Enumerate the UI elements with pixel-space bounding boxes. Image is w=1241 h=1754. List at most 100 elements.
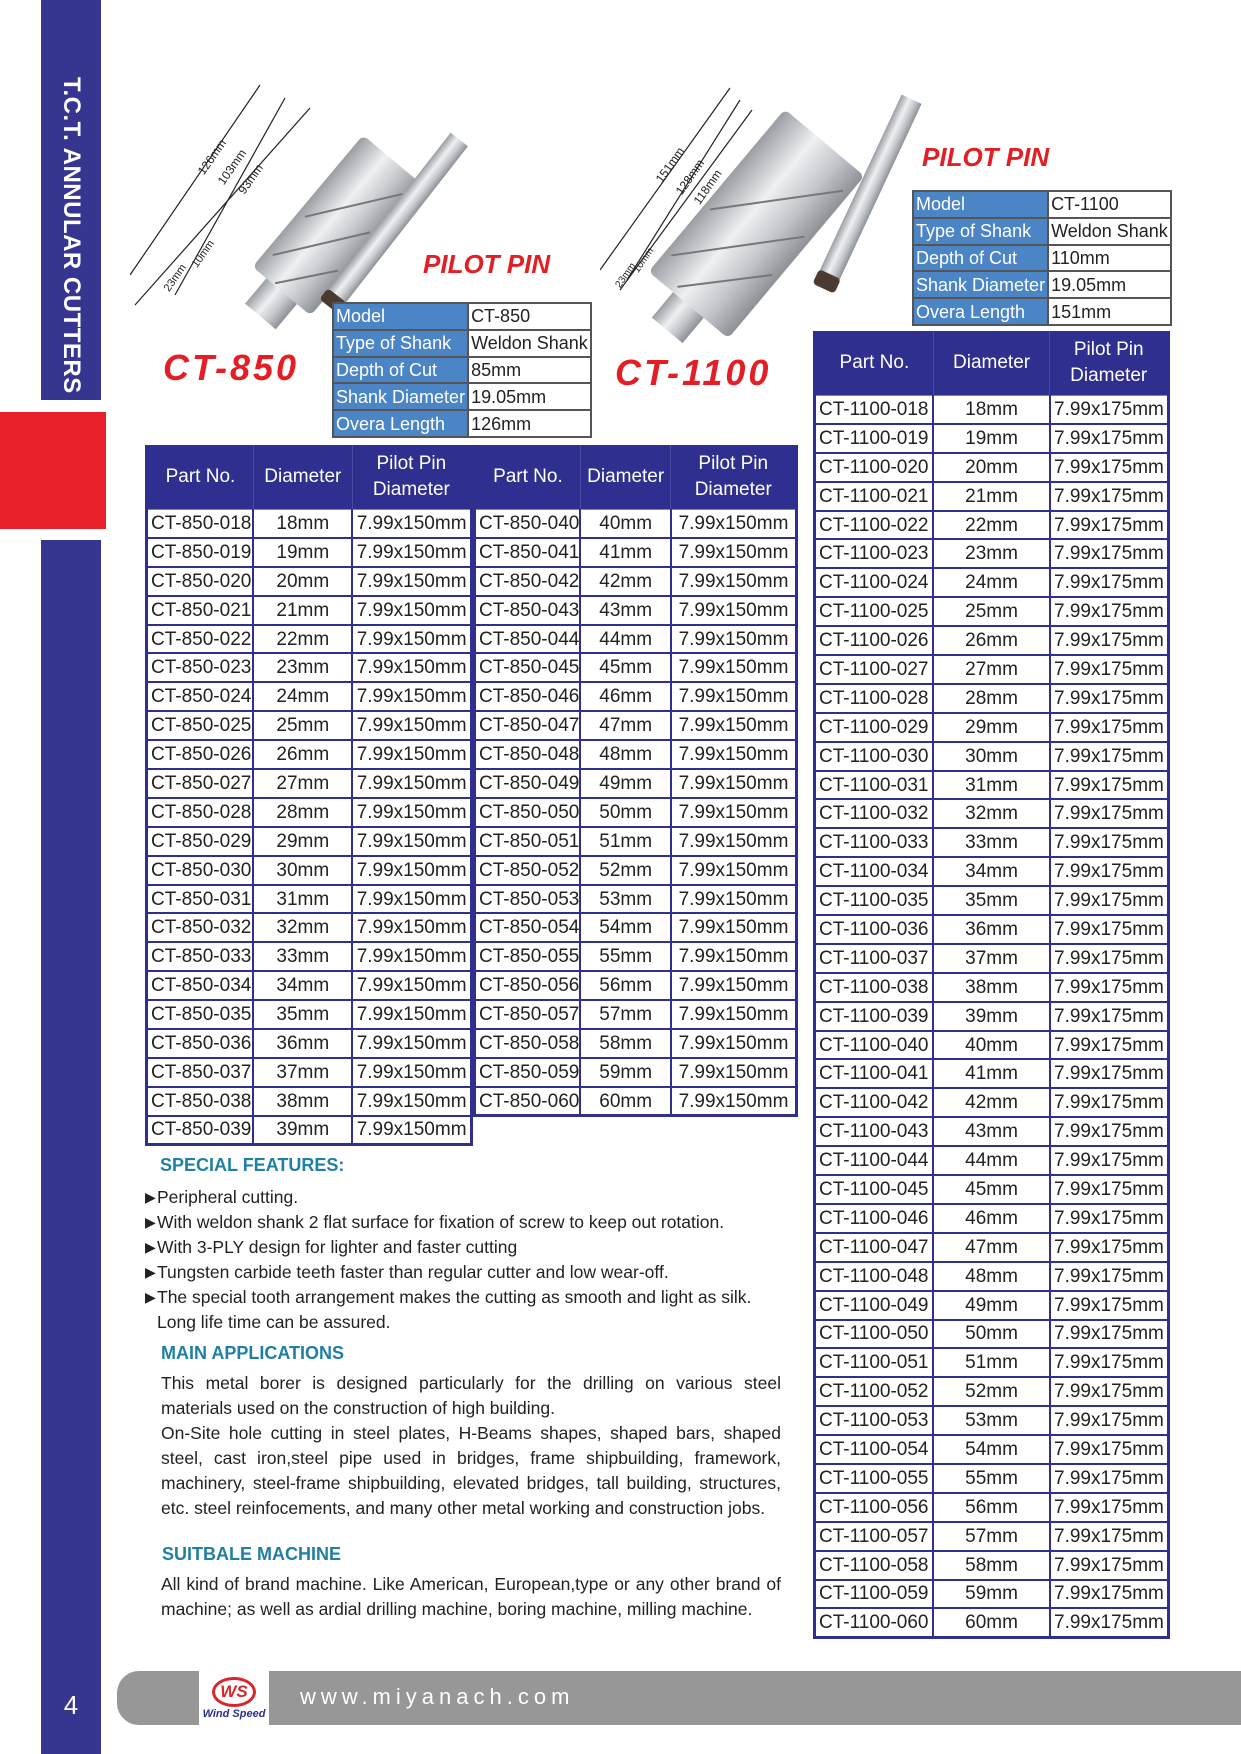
table-row: CT-1100-036 36mm 7.99x175mm	[813, 914, 1170, 945]
table-row: CT-1100-038 38mm 7.99x175mm	[813, 972, 1170, 1003]
pilot-pin-diameter: 7.99x175mm	[1048, 423, 1170, 454]
spec-row: Depth of Cut 85mm	[331, 355, 592, 385]
applications-paragraph-1: This metal borer is designed particularl…	[161, 1373, 781, 1418]
pilot-pin-diameter: 7.99x150mm	[351, 855, 473, 886]
pilot-pin-diameter: 7.99x150mm	[351, 941, 473, 973]
diameter: 21mm	[932, 481, 1051, 512]
part-number: CT-1100-024	[813, 567, 935, 599]
column-header-pilot-pin-diameter: Pilot Pin Diameter	[351, 445, 472, 509]
pilot-pin-diameter: 7.99x150mm	[669, 652, 798, 684]
part-number: CT-850-018	[145, 508, 255, 539]
pilot-pin-diameter: 7.99x150mm	[351, 537, 473, 568]
pilot-pin-diameter: 7.99x175mm	[1048, 654, 1170, 685]
special-features-list: ▶ Peripheral cutting. ▶ With weldon shank 2…	[145, 1185, 785, 1335]
part-number: CT-850-036	[145, 1028, 255, 1059]
spec-label: Model	[911, 190, 1050, 219]
part-number: CT-850-025	[145, 710, 255, 742]
bullet-triangle-icon: ▶	[145, 1289, 156, 1305]
part-number: CT-1100-022	[813, 510, 935, 541]
table-row: CT-850-041 41mm 7.99x150mm	[473, 537, 798, 568]
pilot-pin-diameter: 7.99x175mm	[1048, 1145, 1170, 1177]
logo-mark: WS	[212, 1676, 256, 1707]
diameter: 44mm	[579, 624, 672, 655]
part-number: CT-1100-055	[813, 1463, 935, 1494]
feature-item: ▶ With weldon shank 2 flat surface for fi…	[145, 1210, 785, 1235]
part-number: CT-850-044	[473, 624, 582, 655]
diameter: 60mm	[932, 1607, 1051, 1639]
table-row: CT-850-018 18mm 7.99x150mm	[145, 508, 473, 539]
table-row: CT-1100-035 35mm 7.99x175mm	[813, 885, 1170, 917]
part-number: CT-1100-043	[813, 1116, 935, 1148]
table-row: CT-1100-058 58mm 7.99x175mm	[813, 1550, 1170, 1581]
table-row: CT-1100-044 44mm 7.99x175mm	[813, 1145, 1170, 1177]
part-number: CT-850-053	[473, 884, 582, 915]
table-row: CT-850-028 28mm 7.99x150mm	[145, 797, 473, 828]
table-row: CT-850-059 59mm 7.99x150mm	[473, 1057, 798, 1088]
diameter: 48mm	[932, 1261, 1051, 1292]
diameter: 27mm	[932, 654, 1051, 685]
diameter: 57mm	[932, 1521, 1051, 1552]
spec-row: Type of Shank Weldon Shank	[331, 328, 592, 358]
part-number: CT-850-024	[145, 681, 255, 713]
diameter: 30mm	[932, 741, 1051, 772]
table-row: CT-1100-051 51mm 7.99x175mm	[813, 1347, 1170, 1379]
diameter: 34mm	[932, 856, 1051, 888]
column-header-pilot-pin-diameter: Pilot Pin Diameter	[670, 445, 797, 509]
part-number: CT-850-019	[145, 537, 255, 568]
spec-value: 110mm	[1047, 243, 1172, 273]
pilot-pin-diameter: 7.99x150mm	[351, 1028, 473, 1059]
table-row: CT-850-033 33mm 7.99x150mm	[145, 941, 473, 973]
website-url[interactable]: www.miyanach.com	[300, 1684, 575, 1709]
pilot-pin-diameter: 7.99x150mm	[351, 797, 473, 828]
table-row: CT-1100-060 60mm 7.99x175mm	[813, 1607, 1170, 1639]
part-number: CT-1100-046	[813, 1203, 935, 1234]
table-row: CT-1100-025 25mm 7.99x175mm	[813, 596, 1170, 628]
table-row: CT-1100-053 53mm 7.99x175mm	[813, 1405, 1170, 1437]
table-row: CT-850-027 27mm 7.99x150mm	[145, 768, 473, 799]
part-number: CT-1100-030	[813, 741, 935, 772]
diameter: 41mm	[932, 1058, 1051, 1090]
diameter: 29mm	[932, 712, 1051, 743]
spec-row: Model CT-1100	[911, 190, 1172, 219]
part-number: CT-1100-035	[813, 885, 935, 917]
column-header-part-no: Part No.	[814, 331, 934, 395]
table-row: CT-850-025 25mm 7.99x150mm	[145, 710, 473, 742]
diameter: 33mm	[252, 941, 354, 973]
spec-row: Depth of Cut 110mm	[911, 243, 1172, 273]
sidebar-title: T.C.T. ANNULAR CUTTERS	[41, 77, 101, 394]
diameter: 52mm	[579, 855, 672, 886]
pilot-pin-diameter: 7.99x175mm	[1048, 827, 1170, 859]
diameter: 54mm	[579, 912, 672, 944]
pilot-pin-diameter: 7.99x150mm	[669, 624, 798, 655]
part-number: CT-1100-057	[813, 1521, 935, 1552]
pilot-pin-diameter: 7.99x150mm	[669, 1086, 798, 1117]
spec-row: Shank Diameter 19.05mm	[911, 270, 1172, 300]
pilot-pin-diameter: 7.99x175mm	[1048, 1434, 1170, 1465]
part-number: CT-1100-039	[813, 1001, 935, 1032]
diameter: 32mm	[932, 798, 1051, 830]
table-row: CT-850-049 49mm 7.99x150mm	[473, 768, 798, 799]
pilot-pin-diameter: 7.99x150mm	[351, 768, 473, 799]
table-row: CT-1100-059 59mm 7.99x175mm	[813, 1579, 1170, 1610]
part-number: CT-1100-023	[813, 538, 935, 570]
spec-row: Model CT-850	[331, 302, 592, 331]
pilot-pin-diameter: 7.99x175mm	[1048, 885, 1170, 917]
diameter: 52mm	[932, 1376, 1051, 1408]
ct850-spec-table: Model CT-850 Type of Shank Weldon Shank Dept…	[331, 302, 592, 438]
diameter: 20mm	[932, 452, 1051, 483]
table-row: CT-1100-047 47mm 7.99x175mm	[813, 1232, 1170, 1263]
part-number: CT-850-048	[473, 739, 582, 771]
part-number: CT-850-042	[473, 566, 582, 597]
part-number: CT-850-033	[145, 941, 255, 973]
main-applications-heading: MAIN APPLICATIONS	[161, 1343, 344, 1363]
ct850-pilot-pin-title: PILOT PIN	[423, 249, 551, 279]
table-row: CT-850-031 31mm 7.99x150mm	[145, 884, 473, 915]
diameter: 23mm	[252, 652, 354, 684]
spec-value: CT-1100	[1047, 190, 1172, 219]
ct1100-model-title: CT-1100	[615, 352, 772, 393]
pilot-pin-diameter: 7.99x175mm	[1048, 1579, 1170, 1610]
diameter: 39mm	[252, 1115, 354, 1146]
ct850-parts-table-left: Part No. Diameter Pilot Pin Diameter CT-850…	[145, 445, 473, 1147]
table-row: CT-1100-039 39mm 7.99x175mm	[813, 1001, 1170, 1032]
table-row: CT-850-046 46mm 7.99x150mm	[473, 681, 798, 713]
